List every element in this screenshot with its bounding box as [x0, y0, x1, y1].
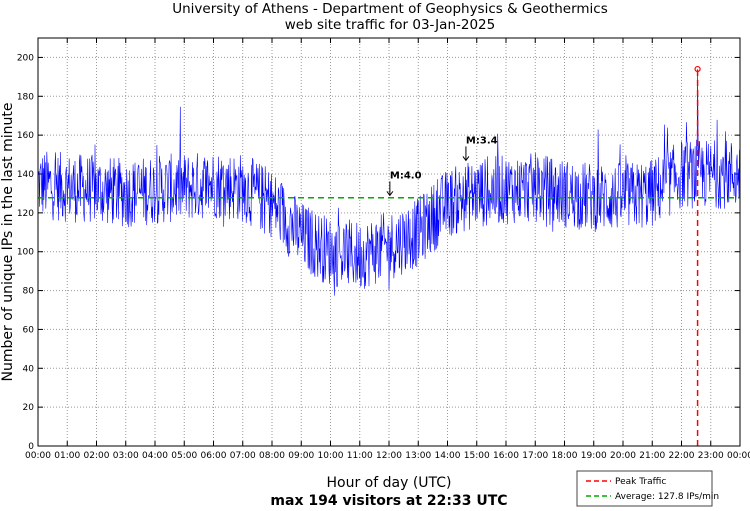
- x-tick-label: 07:00: [230, 451, 256, 461]
- legend-peak-label: Peak Traffic: [615, 477, 666, 487]
- legend: Peak Traffic Average: 127.8 IPs/min: [576, 470, 719, 507]
- annotation-label: M:4.0: [390, 170, 422, 181]
- y-axis-label: Number of unique IPs in the last minute: [0, 103, 16, 382]
- x-tick-label: 14:00: [435, 451, 461, 461]
- y-tick-label: 100: [17, 248, 34, 258]
- x-tick-label: 15:00: [464, 451, 490, 461]
- y-tick-label: 80: [23, 287, 35, 297]
- x-tick-label: 12:00: [376, 451, 402, 461]
- chart-title: University of Athens - Department of Geo…: [172, 1, 608, 17]
- legend-box: [576, 470, 713, 507]
- y-tick-label: 20: [23, 403, 35, 413]
- legend-average-label: Average: 127.8 IPs/min: [615, 492, 719, 502]
- x-tick-label: 19:00: [581, 451, 607, 461]
- x-tick-label: 21:00: [639, 451, 665, 461]
- peak-marker: [694, 65, 701, 73]
- y-tick-label: 140: [17, 170, 34, 180]
- x-tick-label: 01:00: [54, 451, 80, 461]
- chart-subtitle: web site traffic for 03-Jan-2025: [285, 17, 495, 33]
- x-tick-label: 22:00: [669, 451, 695, 461]
- x-tick-label: 18:00: [552, 451, 578, 461]
- y-tick-label: 200: [17, 53, 34, 63]
- y-tick-label: 120: [17, 209, 34, 219]
- x-tick-label: 06:00: [201, 451, 227, 461]
- series-layer: [37, 65, 740, 446]
- y-tick-label: 160: [17, 131, 34, 141]
- x-tick-label: 23:00: [698, 451, 724, 461]
- x-axis-label: Hour of day (UTC): [327, 475, 452, 491]
- x-tick-label: 04:00: [142, 451, 168, 461]
- x-tick-label: 00:00: [727, 451, 750, 461]
- annotation-label: M:3.4: [466, 135, 498, 146]
- traffic-line: [37, 69, 740, 296]
- y-tick-label: 0: [28, 442, 34, 452]
- x-tick-label: 11:00: [347, 451, 373, 461]
- x-tick-label: 20:00: [610, 451, 636, 461]
- x-axis-sublabel: max 194 visitors at 22:33 UTC: [270, 493, 507, 509]
- x-tick-label: 03:00: [113, 451, 139, 461]
- x-tick-label: 09:00: [288, 451, 314, 461]
- plot-frame: [37, 37, 741, 447]
- x-tick-label: 02:00: [84, 451, 110, 461]
- x-tick-label: 16:00: [493, 451, 519, 461]
- y-tick-label: 40: [23, 364, 35, 374]
- annotations: M:4.0 M:3.4: [386, 135, 498, 197]
- x-tick-label: 05:00: [171, 451, 197, 461]
- x-tick-label: 13:00: [405, 451, 431, 461]
- x-tick-label: 08:00: [259, 451, 285, 461]
- axis-ticks: 00:00 01:00 02:00 03:00 04:00 05:00 06:00 07:00…: [17, 38, 750, 461]
- y-tick-label: 60: [23, 325, 35, 335]
- x-tick-label: 00:00: [25, 451, 51, 461]
- annotation-arrowhead: [386, 191, 394, 197]
- annotation-arrowhead: [462, 156, 470, 162]
- y-tick-label: 180: [17, 92, 34, 102]
- x-tick-label: 17:00: [522, 451, 548, 461]
- grid: [38, 38, 740, 446]
- x-tick-label: 10:00: [318, 451, 344, 461]
